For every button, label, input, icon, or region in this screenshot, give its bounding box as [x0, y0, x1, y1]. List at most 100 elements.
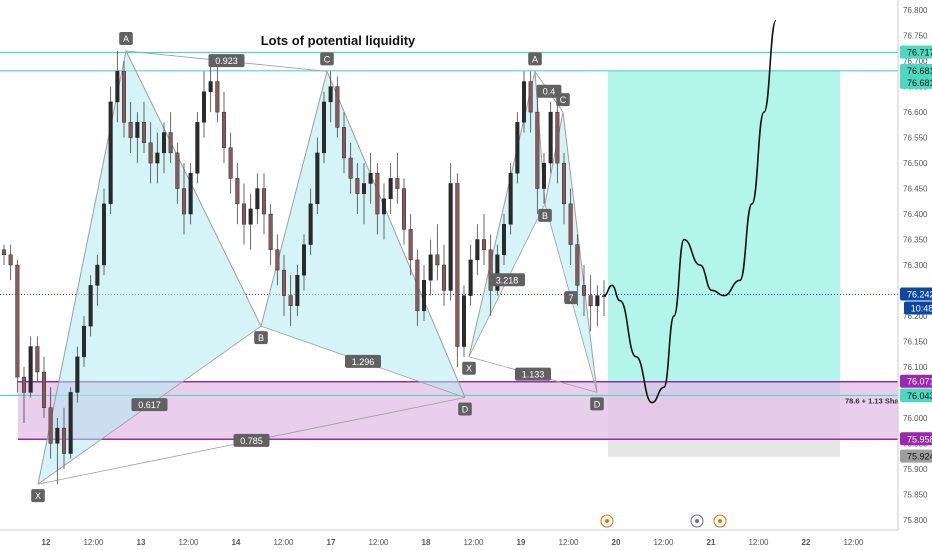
candle-body [588, 295, 593, 306]
candle-body [42, 371, 47, 408]
time-tick-label: 20 [612, 538, 621, 547]
time-axis[interactable]: 12 12:00 13 12:00 14 12:00 17 12:00 18 12:00 19 12:… [0, 514, 898, 547]
pattern-0-xab [38, 50, 261, 485]
candle-body [555, 111, 560, 164]
candle [428, 239, 433, 296]
pattern-0-point-C-text: C [324, 54, 331, 64]
candle [15, 259, 20, 393]
candle-body [308, 203, 313, 245]
candle-body [228, 147, 233, 179]
countdown-label-bg [904, 301, 932, 315]
candle [388, 163, 393, 215]
candle-body [408, 229, 413, 261]
pattern-0-ratio-0-text: 0.923 [215, 56, 238, 66]
time-tick-label: 12:00 [748, 538, 769, 547]
projection-path [603, 19, 777, 404]
candle [235, 163, 240, 225]
candle-body [8, 254, 13, 266]
price-tick-label: 76.800 [903, 6, 928, 15]
time-tick-label: 19 [517, 538, 526, 547]
pattern-0-point-X-text: X [35, 491, 41, 501]
candle-body [548, 111, 553, 164]
candle-body [375, 173, 380, 215]
candle [502, 214, 507, 265]
candle [402, 178, 407, 245]
plot-area[interactable]: X A B C D 0.923 1.296 0.617 0.785 X A B C D 0.4 7 3.218 1… [0, 19, 906, 503]
candle-body [135, 122, 140, 138]
pattern-0-point-C-bg [320, 52, 334, 66]
candle-body [2, 249, 6, 256]
pattern-0-ratio-3-text: 0.785 [240, 436, 263, 446]
candle-body [195, 122, 200, 174]
pattern-0-point-A-bg [119, 31, 133, 45]
candle [81, 315, 86, 367]
candle-body [495, 254, 500, 291]
candle [368, 152, 373, 204]
candle [22, 366, 27, 423]
candle-body [382, 198, 387, 215]
candle [395, 152, 400, 204]
pattern-0-point-C: C [320, 52, 334, 66]
candle [48, 387, 53, 459]
pattern-1-point-B-text: B [542, 211, 548, 221]
pattern-0-point-B-bg [254, 331, 268, 345]
candle-body [508, 173, 513, 225]
candle-body [448, 183, 453, 291]
candle [495, 244, 500, 296]
candle [55, 417, 60, 485]
price-tick-label: 75.800 [903, 516, 928, 525]
pattern-1-ratio-1-bg [564, 291, 578, 305]
candle [175, 142, 180, 204]
pattern-0-ratio-2-bg [131, 398, 168, 412]
candle [355, 163, 360, 215]
price-tick-label: 76.000 [903, 414, 928, 423]
time-tick-label: 12 [42, 538, 51, 547]
projection-layer [603, 19, 777, 404]
candle [548, 101, 553, 174]
pattern-0-ratio-1-bg [345, 354, 381, 368]
event-marker-dot-icon [605, 519, 609, 523]
price-extra-label-1-bg [900, 388, 932, 402]
candle-body [468, 259, 473, 296]
pattern-labels-layer: X A B C D 0.923 1.296 0.617 0.785 X A B C D 0.4 7 3.218 1… [31, 31, 898, 503]
candle [262, 173, 267, 235]
candle-body [62, 427, 67, 454]
candle-body [362, 183, 367, 194]
pattern-0-ratio-1-text: 1.296 [352, 357, 375, 367]
price-extra-label-1: 76.043 [900, 388, 932, 402]
candle-body [148, 142, 153, 164]
pattern-1-point-X-text: X [466, 364, 472, 374]
candle-body [28, 346, 33, 393]
candle-body [275, 249, 280, 271]
candle [328, 71, 333, 123]
candle-body [208, 81, 213, 92]
pattern-1-point-X: X [462, 361, 476, 375]
candle-body [81, 325, 86, 357]
candle [322, 91, 327, 164]
pattern-1-ratio-3-text: 1.133 [522, 370, 545, 380]
pattern-0-ratio-0: 0.923 [208, 54, 245, 68]
price-level-label-2: 76.071 [900, 374, 932, 388]
price-tick-label: 76.300 [903, 261, 928, 270]
price-tick-label: 76.600 [903, 108, 928, 117]
candle [455, 173, 460, 367]
candle-body [175, 152, 180, 189]
candle [155, 132, 160, 184]
candle-body [535, 111, 540, 189]
candle-body [395, 178, 400, 189]
pattern-0-point-D: D [458, 402, 472, 416]
candle-body [542, 162, 547, 189]
candle [302, 234, 307, 291]
candle-body [141, 122, 146, 143]
price-extra-label-2: 75.924 [900, 449, 932, 463]
candle-body [562, 162, 567, 205]
candle-body [215, 81, 220, 113]
price-tick-label: 75.900 [903, 465, 928, 474]
candle [448, 163, 453, 301]
price-tick-label: 76.700 [903, 57, 928, 66]
time-tick-label: 12:00 [843, 538, 864, 547]
price-level-label-4-bg [900, 432, 932, 446]
price-axis[interactable]: 75.80075.85075.90075.95076.00076.05076.1… [897, 0, 932, 550]
candle [68, 387, 73, 459]
